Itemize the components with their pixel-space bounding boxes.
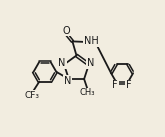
Text: N: N bbox=[87, 58, 95, 68]
Text: N: N bbox=[58, 58, 66, 68]
Text: NH: NH bbox=[84, 36, 99, 46]
Text: F: F bbox=[112, 80, 118, 90]
Text: N: N bbox=[64, 76, 71, 86]
Text: F: F bbox=[126, 80, 132, 90]
Text: O: O bbox=[63, 26, 70, 36]
Text: CH₃: CH₃ bbox=[80, 88, 95, 97]
Text: CF₃: CF₃ bbox=[25, 91, 40, 100]
